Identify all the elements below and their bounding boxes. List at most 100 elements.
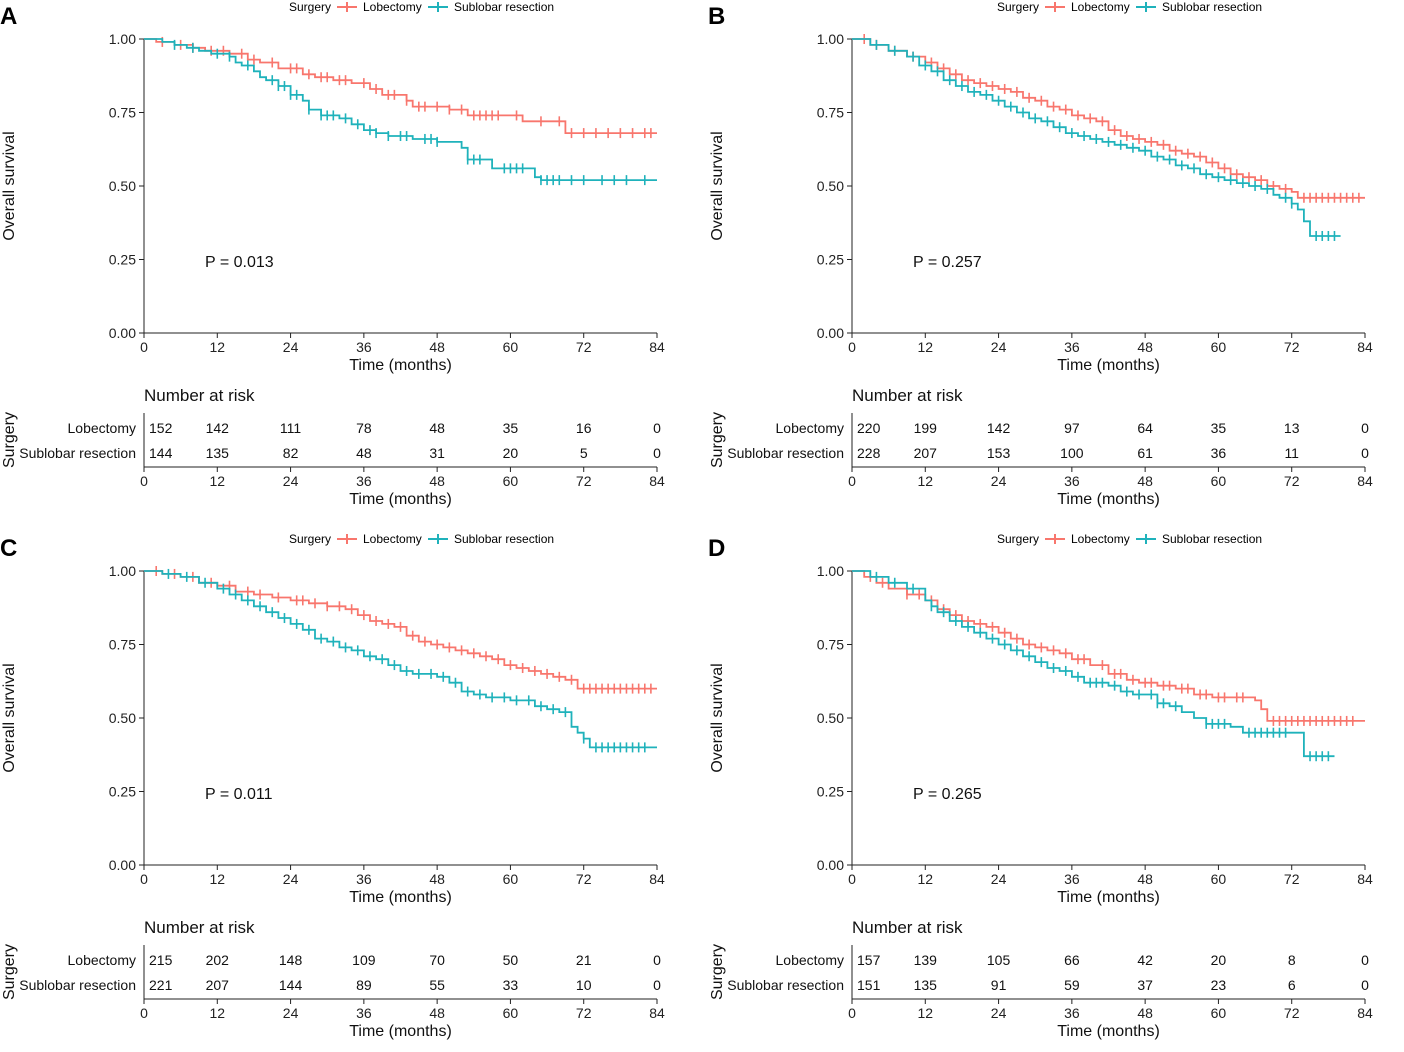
legend-label-0: Lobectomy bbox=[363, 532, 422, 546]
risk-count: 0 bbox=[1361, 445, 1369, 461]
legend: Surgery Lobectomy Sublobar resection bbox=[997, 532, 1262, 546]
x-axis-title: Time (months) bbox=[1057, 357, 1160, 374]
risk-count: 36 bbox=[1211, 445, 1227, 461]
risk-count: 152 bbox=[149, 420, 173, 436]
y-tick-label: 0.25 bbox=[109, 252, 136, 268]
legend-label-0: Lobectomy bbox=[363, 0, 422, 14]
risk-count: 70 bbox=[429, 952, 445, 968]
km-panel-b: B Surgery Lobectomy Sublobar resection 0.0… bbox=[708, 0, 1404, 520]
risk-y-title: Surgery bbox=[1, 944, 18, 1000]
x-tick-label: 84 bbox=[649, 339, 665, 355]
y-tick-label: 0.50 bbox=[109, 178, 136, 194]
y-axis-title: Overall survival bbox=[1, 663, 18, 772]
risk-table-title: Number at risk bbox=[144, 918, 255, 937]
risk-x-tick-label: 84 bbox=[1357, 1005, 1373, 1021]
x-axis-title: Time (months) bbox=[349, 889, 452, 906]
risk-count: 215 bbox=[149, 952, 173, 968]
p-value: P = 0.011 bbox=[205, 786, 273, 803]
y-tick-label: 0.25 bbox=[817, 252, 844, 268]
risk-count: 0 bbox=[653, 420, 661, 436]
risk-count: 151 bbox=[857, 977, 881, 993]
risk-count: 105 bbox=[987, 952, 1011, 968]
km-chart-svg: C Surgery Lobectomy Sublobar resection 0.0… bbox=[0, 532, 665, 1040]
risk-table: Number at risk Surgery Lobectomy 215 202 148 1… bbox=[1, 918, 665, 1040]
risk-x-tick-label: 48 bbox=[1137, 473, 1153, 489]
risk-x-tick-label: 84 bbox=[1357, 473, 1373, 489]
x-tick-label: 72 bbox=[1284, 871, 1300, 887]
series-line-lobectomy bbox=[852, 570, 1365, 722]
y-tick-label: 1.00 bbox=[109, 31, 136, 47]
series-line-sublobar bbox=[852, 570, 1335, 758]
risk-table: Number at risk Surgery Lobectomy 157 139 105 6… bbox=[709, 918, 1373, 1040]
risk-x-tick-label: 84 bbox=[649, 473, 665, 489]
risk-count: 59 bbox=[1064, 977, 1080, 993]
risk-table-title: Number at risk bbox=[852, 386, 963, 405]
x-tick-label: 84 bbox=[1357, 871, 1373, 887]
risk-count: 33 bbox=[503, 977, 519, 993]
risk-count: 66 bbox=[1064, 952, 1080, 968]
risk-x-tick-label: 12 bbox=[917, 1005, 933, 1021]
risk-x-tick-label: 48 bbox=[429, 1005, 445, 1021]
risk-count: 8 bbox=[1288, 952, 1296, 968]
p-value: P = 0.265 bbox=[913, 786, 982, 803]
y-tick-label: 1.00 bbox=[817, 563, 844, 579]
y-axis-title: Overall survival bbox=[709, 663, 726, 772]
risk-count: 50 bbox=[503, 952, 519, 968]
plot-area: 0.00 0.25 0.50 0.75 1.00 0 12 24 36 48 60 72 84 Time … bbox=[709, 31, 1373, 374]
risk-row-label: Sublobar resection bbox=[19, 977, 136, 993]
risk-count: 48 bbox=[356, 445, 372, 461]
risk-x-tick-label: 24 bbox=[283, 1005, 299, 1021]
x-tick-label: 12 bbox=[917, 339, 933, 355]
risk-count: 100 bbox=[1060, 445, 1084, 461]
risk-x-tick-label: 48 bbox=[429, 473, 445, 489]
risk-x-tick-label: 24 bbox=[283, 473, 299, 489]
y-tick-label: 0.25 bbox=[817, 784, 844, 800]
y-tick-label: 1.00 bbox=[817, 31, 844, 47]
risk-count: 89 bbox=[356, 977, 372, 993]
risk-count: 10 bbox=[576, 977, 592, 993]
risk-count: 109 bbox=[352, 952, 376, 968]
km-chart-svg: D Surgery Lobectomy Sublobar resection 0.0… bbox=[708, 532, 1373, 1040]
risk-count: 16 bbox=[576, 420, 592, 436]
series-line-lobectomy bbox=[144, 38, 657, 134]
y-tick-label: 0.50 bbox=[817, 178, 844, 194]
risk-count: 135 bbox=[206, 445, 230, 461]
risk-count: 21 bbox=[576, 952, 592, 968]
risk-x-tick-label: 12 bbox=[917, 473, 933, 489]
x-tick-label: 24 bbox=[283, 339, 299, 355]
y-tick-label: 0.75 bbox=[817, 637, 844, 653]
risk-count: 142 bbox=[987, 420, 1011, 436]
x-tick-label: 60 bbox=[503, 339, 519, 355]
legend: Surgery Lobectomy Sublobar resection bbox=[997, 0, 1262, 14]
km-panel-c: C Surgery Lobectomy Sublobar resection 0.0… bbox=[0, 532, 702, 1052]
y-tick-label: 0.00 bbox=[817, 325, 844, 341]
risk-count: 35 bbox=[1211, 420, 1227, 436]
legend-label-1: Sublobar resection bbox=[1162, 0, 1262, 14]
risk-x-tick-label: 60 bbox=[503, 1005, 519, 1021]
x-tick-label: 48 bbox=[1137, 871, 1153, 887]
risk-count: 148 bbox=[279, 952, 303, 968]
risk-count: 48 bbox=[429, 420, 445, 436]
x-tick-label: 48 bbox=[429, 871, 445, 887]
x-axis-title: Time (months) bbox=[1057, 889, 1160, 906]
y-tick-label: 1.00 bbox=[109, 563, 136, 579]
risk-row-label: Lobectomy bbox=[68, 952, 136, 968]
series-line-sublobar bbox=[144, 38, 657, 181]
y-tick-label: 0.25 bbox=[109, 784, 136, 800]
risk-x-tick-label: 0 bbox=[848, 473, 856, 489]
y-tick-label: 0.75 bbox=[109, 637, 136, 653]
risk-count: 82 bbox=[283, 445, 299, 461]
risk-x-tick-label: 84 bbox=[649, 1005, 665, 1021]
risk-count: 0 bbox=[653, 952, 661, 968]
risk-y-title: Surgery bbox=[709, 412, 726, 468]
legend: Surgery Lobectomy Sublobar resection bbox=[289, 532, 554, 546]
x-tick-label: 72 bbox=[576, 871, 592, 887]
legend-title: Surgery bbox=[997, 0, 1039, 14]
risk-x-axis-title: Time (months) bbox=[349, 1023, 452, 1040]
risk-x-tick-label: 60 bbox=[1211, 1005, 1227, 1021]
x-tick-label: 12 bbox=[917, 871, 933, 887]
legend-title: Surgery bbox=[289, 0, 331, 14]
x-tick-label: 0 bbox=[848, 871, 856, 887]
risk-count: 157 bbox=[857, 952, 881, 968]
risk-row-label: Sublobar resection bbox=[727, 445, 844, 461]
